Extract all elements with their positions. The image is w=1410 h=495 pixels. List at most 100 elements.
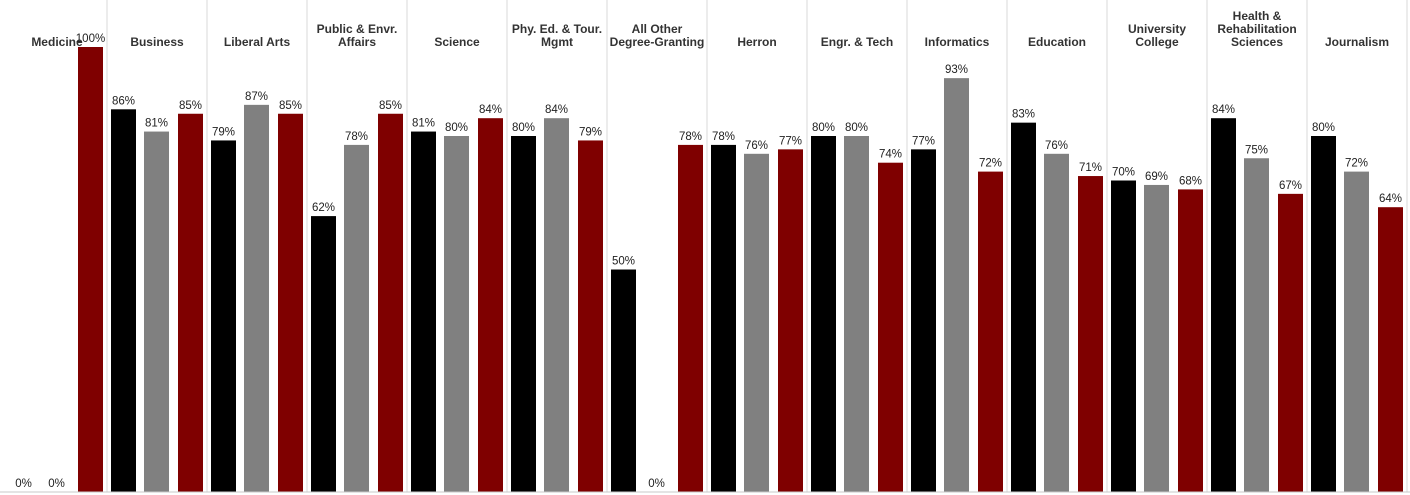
data-label: 72% xyxy=(1345,158,1368,170)
bar xyxy=(578,140,603,492)
data-label: 84% xyxy=(545,104,568,116)
category-header: Herron xyxy=(737,35,776,49)
bar xyxy=(311,216,336,492)
bar xyxy=(411,131,436,493)
category-header-line: All Other xyxy=(632,22,683,36)
category-header-line: University xyxy=(1128,22,1186,36)
category-header: Engr. & Tech xyxy=(821,35,893,49)
category-header-line: Degree-Granting xyxy=(610,35,705,49)
bar xyxy=(844,136,869,492)
bar xyxy=(1244,158,1269,492)
bar xyxy=(478,118,503,492)
bar xyxy=(244,104,269,492)
category-header-line: Education xyxy=(1028,35,1086,49)
data-label: 67% xyxy=(1279,180,1302,192)
data-label: 78% xyxy=(345,131,368,143)
bar xyxy=(1378,207,1403,492)
category-header: Health & Rehabilitation Sciences xyxy=(1217,9,1296,49)
category-header-line: Phy. Ed. & Tour. xyxy=(512,22,602,36)
data-labels: 0% 0% 100% 86% 81% 85% 79% 87% 85% 62% 78% 85% 81% 80… xyxy=(15,33,1402,490)
category-header-line: Liberal Arts xyxy=(224,35,291,49)
data-label: 0% xyxy=(15,478,32,490)
category-header-line: College xyxy=(1135,35,1179,49)
data-label: 83% xyxy=(1012,109,1035,121)
category-header: University College xyxy=(1128,22,1186,49)
category-header-line: Affairs xyxy=(338,35,376,49)
bar xyxy=(744,153,769,493)
data-label: 93% xyxy=(945,64,968,76)
category-header: Science xyxy=(434,35,480,49)
bar xyxy=(211,140,236,492)
data-label: 64% xyxy=(1379,193,1402,205)
category-header-line: Mgmt xyxy=(541,35,573,49)
data-label: 62% xyxy=(312,202,335,214)
bar xyxy=(878,162,903,492)
data-label: 78% xyxy=(712,131,735,143)
bar xyxy=(1311,136,1336,492)
bar xyxy=(711,144,736,492)
data-label: 0% xyxy=(648,478,665,490)
bar xyxy=(511,136,536,492)
bar xyxy=(678,144,703,492)
category-header: Medicine xyxy=(31,35,83,49)
category-header: Phy. Ed. & Tour. Mgmt xyxy=(512,22,602,49)
bar xyxy=(1178,189,1203,492)
data-label: 0% xyxy=(48,478,65,490)
category-header: Business xyxy=(130,35,184,49)
bar xyxy=(978,171,1003,492)
data-label: 74% xyxy=(879,149,902,161)
data-label: 85% xyxy=(379,100,402,112)
category-header: Public & Envr. Affairs xyxy=(317,22,398,49)
bar xyxy=(944,78,969,493)
data-label: 85% xyxy=(279,100,302,112)
bar xyxy=(1211,118,1236,492)
data-label: 50% xyxy=(612,256,635,268)
data-label: 87% xyxy=(245,91,268,103)
bar xyxy=(444,136,469,492)
data-label: 84% xyxy=(1212,104,1235,116)
bar xyxy=(1144,184,1169,492)
category-header-line: Business xyxy=(130,35,184,49)
bar xyxy=(178,113,203,492)
data-label: 71% xyxy=(1079,162,1102,174)
category-header-line: Medicine xyxy=(31,35,83,49)
category-header-line: Informatics xyxy=(925,35,990,49)
data-label: 81% xyxy=(412,118,435,130)
data-label: 85% xyxy=(179,100,202,112)
data-label: 100% xyxy=(76,33,105,45)
category-header-line: Herron xyxy=(737,35,776,49)
data-label: 80% xyxy=(445,122,468,134)
data-label: 75% xyxy=(1245,144,1268,156)
bar xyxy=(1111,180,1136,492)
data-label: 79% xyxy=(579,126,602,138)
data-label: 84% xyxy=(479,104,502,116)
data-label: 72% xyxy=(979,158,1002,170)
bar xyxy=(778,149,803,492)
data-label: 77% xyxy=(912,135,935,147)
category-header: Education xyxy=(1028,35,1086,49)
bar xyxy=(1278,193,1303,492)
bar xyxy=(811,136,836,492)
category-header: All Other Degree-Granting xyxy=(610,22,705,49)
data-label: 69% xyxy=(1145,171,1168,183)
panel-dividers xyxy=(106,0,1408,492)
data-label: 76% xyxy=(1045,140,1068,152)
data-label: 81% xyxy=(145,118,168,130)
category-header-line: Sciences xyxy=(1231,35,1283,49)
data-label: 78% xyxy=(679,131,702,143)
data-label: 80% xyxy=(812,122,835,134)
bar xyxy=(144,131,169,493)
category-headers: Medicine Business Liberal Arts Public & Env… xyxy=(31,9,1389,49)
category-header-line: Rehabilitation xyxy=(1217,22,1296,36)
category-header: Liberal Arts xyxy=(224,35,291,49)
data-label: 80% xyxy=(512,122,535,134)
category-header-line: Health & xyxy=(1233,9,1282,23)
data-label: 80% xyxy=(1312,122,1335,134)
data-label: 80% xyxy=(845,122,868,134)
bar xyxy=(278,113,303,492)
data-label: 68% xyxy=(1179,175,1202,187)
bar xyxy=(1011,122,1036,493)
bars xyxy=(78,47,1403,493)
bar xyxy=(911,149,936,492)
